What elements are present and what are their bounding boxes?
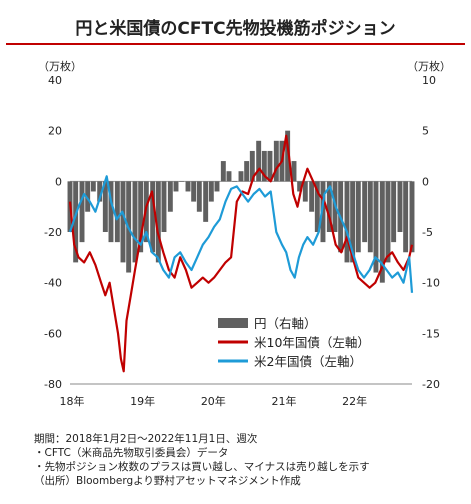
yen-bar bbox=[367, 181, 373, 253]
yen-bar bbox=[232, 181, 238, 182]
legend-label: 米2年国債（左軸） bbox=[254, 354, 362, 369]
chart-area: 40 20 0 -20 -40 -60 -80 10 5 0 -5 -10 -15 -20 18年 19年 20… bbox=[44, 74, 440, 408]
left-tick-label: 40 bbox=[48, 74, 62, 87]
left-tick-label: -40 bbox=[44, 277, 62, 290]
yen-bar bbox=[155, 181, 161, 263]
x-tick-label: 20年 bbox=[201, 394, 226, 408]
yen-bar bbox=[391, 181, 397, 243]
yen-bar bbox=[97, 181, 103, 202]
left-tick-label: -80 bbox=[44, 378, 62, 391]
left-tick-label: -20 bbox=[44, 226, 62, 239]
right-axis-unit: （万枚） bbox=[407, 60, 451, 73]
note-source: （出所）Bloombergより野村アセットマネジメント作成 bbox=[34, 475, 301, 487]
yen-bar bbox=[108, 181, 114, 243]
yen-bar bbox=[120, 181, 126, 263]
yen-bar bbox=[249, 150, 255, 182]
x-tick-label: 19年 bbox=[130, 394, 155, 408]
note-source-data: ・CFTC（米商品先物取引委員会）データ bbox=[34, 447, 229, 459]
yen-bar bbox=[314, 181, 320, 232]
yen-bar bbox=[344, 181, 350, 263]
yen-bar bbox=[397, 181, 403, 232]
yen-bar bbox=[273, 140, 279, 182]
title-rule bbox=[6, 43, 465, 45]
right-tick-label: 10 bbox=[422, 74, 436, 87]
yen-bar bbox=[191, 181, 197, 202]
chart-notes: 期間：2018年1月2日～2022年11月1日、週次 ・CFTC（米商品先物取引… bbox=[34, 432, 370, 488]
legend-label: 米10年国債（左軸） bbox=[254, 335, 370, 350]
yen-bar bbox=[350, 181, 356, 263]
ust10y-line bbox=[68, 134, 414, 373]
right-tick-label: 5 bbox=[422, 125, 429, 138]
yen-bar bbox=[373, 181, 379, 273]
yen-bar bbox=[267, 150, 273, 182]
note-period: 期間：2018年1月2日～2022年11月1日、週次 bbox=[34, 433, 258, 445]
yen-bar bbox=[362, 181, 368, 243]
yen-bar bbox=[285, 130, 291, 182]
yen-bar bbox=[244, 161, 250, 182]
yen-bar bbox=[90, 181, 96, 192]
left-tick-label: 20 bbox=[48, 125, 62, 138]
yen-bar bbox=[179, 181, 185, 182]
yen-bar bbox=[114, 181, 120, 243]
yen-bar bbox=[309, 181, 315, 212]
right-tick-label: 0 bbox=[422, 175, 429, 188]
yen-bar bbox=[261, 150, 267, 182]
yen-bar bbox=[161, 181, 167, 232]
yen-bar bbox=[326, 181, 332, 232]
yen-bar bbox=[173, 181, 179, 192]
left-axis-unit: （万枚） bbox=[38, 60, 82, 73]
yen-bar bbox=[385, 181, 391, 263]
yen-bar bbox=[297, 181, 303, 192]
left-tick-label: 0 bbox=[55, 175, 62, 188]
yen-bar bbox=[150, 181, 156, 253]
x-tick-label: 22年 bbox=[342, 394, 367, 408]
chart-title: 円と米国債のCFTC先物投機筋ポジション bbox=[75, 19, 396, 39]
yen-bar bbox=[220, 161, 226, 182]
right-tick-label: -5 bbox=[422, 226, 433, 239]
yen-bar bbox=[208, 181, 214, 202]
x-tick-label: 21年 bbox=[271, 394, 296, 408]
yen-bar bbox=[379, 181, 385, 283]
yen-bar bbox=[203, 181, 209, 222]
legend-swatch-yen bbox=[218, 318, 248, 328]
yen-bar bbox=[185, 181, 191, 192]
yen-bar bbox=[226, 171, 232, 182]
note-explanation: ・先物ポジション枚数のプラスは買い越し、マイナスは売り越しを示す bbox=[34, 461, 370, 473]
yen-bar bbox=[320, 181, 326, 243]
yen-bar bbox=[238, 171, 244, 182]
left-tick-label: -60 bbox=[44, 327, 62, 340]
yen-bar bbox=[403, 181, 409, 253]
ust2y-line bbox=[68, 175, 414, 293]
yen-bar bbox=[79, 181, 85, 243]
yen-bar bbox=[138, 181, 144, 253]
yen-bar bbox=[302, 181, 308, 202]
right-tick-label: -15 bbox=[422, 327, 440, 340]
yen-bar bbox=[214, 181, 220, 192]
yen-bar bbox=[355, 181, 361, 253]
yen-bar bbox=[132, 181, 138, 263]
yen-bar bbox=[291, 161, 297, 182]
yen-bar bbox=[73, 181, 79, 263]
yen-bar bbox=[196, 181, 202, 212]
yen-bar bbox=[167, 181, 173, 212]
yen-bar bbox=[256, 140, 262, 182]
yen-bar bbox=[409, 181, 415, 253]
right-tick-label: -20 bbox=[422, 378, 440, 391]
x-tick-label: 18年 bbox=[60, 394, 85, 408]
yen-bar bbox=[85, 181, 91, 212]
legend-label: 円（右軸） bbox=[254, 316, 317, 331]
yen-bar bbox=[102, 181, 108, 232]
right-tick-label: -10 bbox=[422, 277, 440, 290]
